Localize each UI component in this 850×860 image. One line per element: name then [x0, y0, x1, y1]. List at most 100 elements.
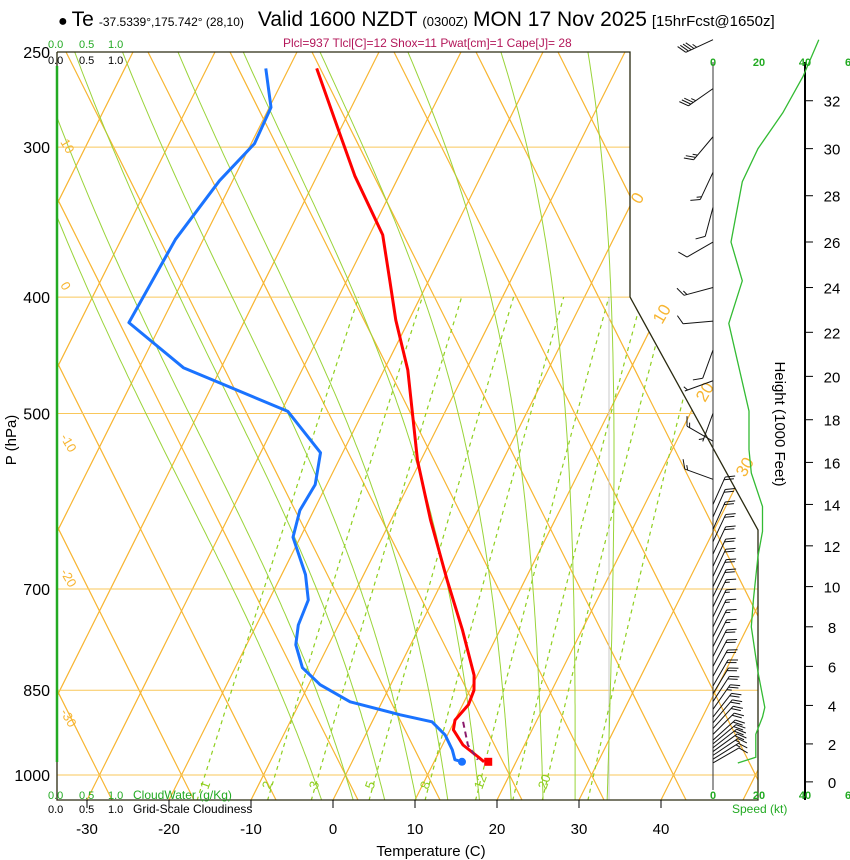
wind-barb-feather: [732, 705, 743, 709]
temperature-tick-label: 30: [571, 821, 588, 838]
mixing-ratio-line: [368, 296, 515, 800]
wind-barb-staff: [712, 705, 734, 729]
wind-barb-feather: [682, 459, 686, 470]
wind-barb-half-feather: [691, 98, 697, 102]
cloudwater-tick-label-top: 1.0: [108, 39, 123, 51]
wind-barb-feather: [735, 724, 746, 729]
wind-barb-feather: [737, 738, 748, 744]
wind-barb-staff: [684, 468, 714, 480]
speed-tick-label-bottom: 40: [799, 790, 811, 802]
speed-tick-label-bottom: 20: [753, 790, 765, 802]
wind-barb-staff: [683, 287, 714, 296]
wind-barb-staff: [702, 413, 714, 442]
isotherm-line: [57, 52, 216, 800]
wind-barb-staff: [688, 88, 714, 107]
isotherm-line: [332, 52, 708, 800]
height-axis-title: Height (1000 Feet): [771, 361, 788, 486]
dry-adiabat-line: [57, 52, 195, 800]
adiabat-label: -10: [57, 431, 79, 455]
wind-barb-feather: [692, 377, 703, 381]
moist-adiabat-line: [177, 52, 449, 800]
wind-barb: [695, 207, 714, 240]
mixing-ratio-line: [474, 296, 610, 800]
isotherm-line: [86, 52, 462, 800]
adiabat-label: 0: [57, 279, 74, 293]
wind-barb-feather: [683, 157, 694, 161]
station-marker-icon: ●: [58, 13, 68, 30]
moist-adiabat-line: [122, 52, 417, 800]
temperature-tick-label: 40: [653, 821, 670, 838]
wind-barb-feather: [725, 631, 736, 633]
height-tick-label: 24: [824, 281, 841, 298]
wind-barb-feather: [726, 588, 737, 591]
wind-barb-staff: [702, 349, 714, 379]
cloudwater-tick-label-top: 0.0: [48, 39, 63, 51]
moist-adiabat-line: [57, 52, 354, 800]
station-coords: -37.5339°,175.742° (28,10): [98, 15, 244, 29]
wind-barb-feather: [726, 608, 737, 611]
height-tick-label: 4: [828, 698, 836, 715]
wind-barb-feather: [676, 315, 684, 325]
wind-barb: [712, 699, 743, 724]
wind-barb-feather: [732, 699, 743, 703]
wind-barb-staff: [712, 724, 737, 745]
isotherm-line: [578, 52, 758, 800]
moist-adiabat-line: [407, 52, 544, 800]
moist-adiabat-line: [500, 52, 576, 800]
wind-barb: [678, 241, 714, 258]
wind-barb-feather: [681, 99, 692, 105]
wind-barb-staff: [699, 172, 714, 200]
wind-barb-feather: [724, 528, 735, 531]
surface-temperature-marker: [484, 757, 493, 766]
wind-barb-staff: [712, 733, 738, 752]
wind-barb-staff: [684, 380, 714, 392]
isotherm-line: [660, 52, 758, 800]
pressure-tick-label: 400: [23, 290, 50, 307]
wind-barb-staff: [712, 538, 727, 567]
wind-barb: [712, 692, 742, 718]
wind-barb-feather: [733, 726, 744, 731]
wind-barb-feather: [685, 155, 696, 158]
wind-barb-feather: [677, 46, 687, 53]
isotherm-label: 30: [732, 454, 758, 480]
moist-adiabat-line: [57, 52, 323, 800]
wind-barb-feather: [734, 735, 745, 741]
dry-adiabat-line: [475, 52, 758, 800]
wind-barb-feather: [724, 540, 735, 543]
forecast-info: [15hrFcst@1650z]: [651, 13, 775, 30]
speed-tick-label-top: 6: [845, 57, 850, 69]
wind-barb-feather: [678, 251, 688, 258]
cloudwater-tick-label-bottom: 1.0: [108, 790, 123, 802]
y-axis-title: P (hPa): [3, 415, 20, 466]
mixing-ratio-line: [587, 296, 710, 800]
wind-barb-staff: [712, 549, 727, 577]
wind-barb: [712, 558, 737, 587]
wind-barb-feather: [730, 708, 741, 712]
wind-barb-staff: [712, 719, 736, 741]
wind-barb: [712, 705, 743, 729]
wind-barb-staff: [712, 712, 735, 735]
speed-tick-label-top: 20: [753, 57, 765, 69]
speed-tick-label-bottom: 0: [710, 790, 716, 802]
wind-barb-half-feather: [735, 739, 741, 743]
pressure-tick-label: 1000: [14, 768, 50, 785]
wind-barb: [682, 459, 714, 480]
speed-tick-label-top: 40: [799, 57, 811, 69]
wind-barb: [692, 349, 714, 381]
wind-barb-feather: [728, 686, 739, 689]
adiabat-label: -20: [57, 566, 79, 590]
mixing-ratio-label: 8: [417, 779, 434, 791]
wind-barb: [712, 537, 736, 567]
wind-barb: [712, 719, 745, 741]
wind-barb: [712, 500, 736, 530]
temperature-tick-label: 20: [489, 821, 506, 838]
isotherm-line: [168, 52, 544, 800]
temperature-tick-label: 10: [407, 821, 424, 838]
mixing-ratio-label: 12: [471, 772, 490, 791]
wind-barb: [712, 568, 737, 597]
wind-barb-feather: [685, 42, 695, 49]
wind-barb-staff: [693, 136, 714, 161]
wind-barb-feather: [724, 571, 735, 573]
dry-adiabat-line: [639, 52, 758, 800]
